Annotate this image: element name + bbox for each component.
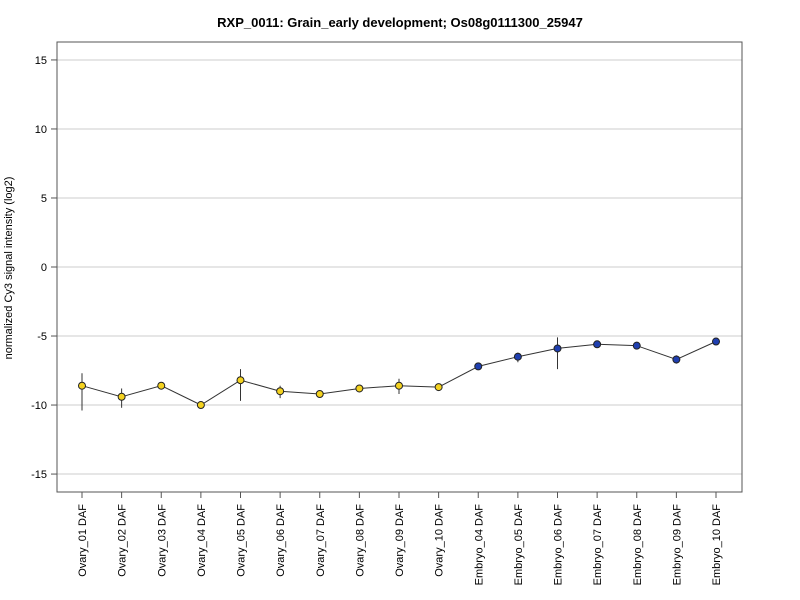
x-tick-label: Ovary_04 DAF (196, 504, 208, 577)
y-tick-label: 5 (41, 193, 47, 205)
x-tick-label: Embryo_07 DAF (592, 504, 604, 586)
chart-title: RXP_0011: Grain_early development; Os08g… (217, 15, 583, 30)
data-point (355, 384, 364, 393)
series-layer (78, 337, 720, 411)
x-tick-label: Ovary_01 DAF (77, 504, 89, 577)
data-point (315, 389, 324, 398)
y-axis-label: normalized Cy3 signal intensity (log2) (3, 177, 15, 360)
y-tick-label: -5 (37, 331, 47, 343)
x-axis: Ovary_01 DAF Ovary_02 DAF Ovary_03 DAF Ovar… (77, 492, 723, 585)
data-point (513, 352, 522, 361)
data-point (117, 392, 126, 401)
y-tick-label: 15 (35, 55, 47, 67)
x-tick-label: Ovary_10 DAF (434, 504, 446, 577)
y-tick-label: 0 (41, 262, 47, 274)
data-point (593, 340, 602, 349)
x-tick-label: Embryo_08 DAF (632, 504, 644, 586)
data-point (157, 381, 166, 390)
x-tick-label: Ovary_06 DAF (275, 504, 287, 577)
data-point (474, 362, 483, 371)
x-tick-label: Ovary_02 DAF (117, 504, 129, 577)
data-point (553, 344, 562, 353)
data-point (78, 381, 86, 390)
data-point (632, 341, 641, 350)
data-point (276, 387, 285, 396)
x-tick-label: Ovary_05 DAF (236, 504, 248, 577)
y-axis: -15 -10 -5 0 5 10 15 (31, 55, 57, 481)
x-tick-label: Embryo_09 DAF (671, 504, 683, 586)
data-point (434, 383, 443, 392)
y-tick-label: -10 (31, 400, 47, 412)
series-line (81, 341, 717, 406)
x-tick-label: Ovary_03 DAF (156, 504, 168, 577)
y-tick-label: -15 (31, 469, 47, 481)
x-tick-label: Ovary_08 DAF (354, 504, 366, 577)
data-point (712, 337, 720, 346)
y-tick-label: 10 (35, 124, 47, 136)
x-tick-label: Embryo_05 DAF (513, 504, 525, 586)
data-point (196, 401, 205, 410)
data-point (236, 376, 245, 385)
grid-layer (57, 59, 742, 475)
data-point (395, 381, 403, 390)
x-tick-label: Embryo_06 DAF (553, 504, 565, 586)
x-tick-label: Embryo_10 DAF (711, 504, 723, 586)
x-tick-label: Embryo_04 DAF (473, 504, 485, 586)
x-tick-label: Ovary_07 DAF (315, 504, 327, 577)
x-tick-label: Ovary_09 DAF (394, 504, 406, 577)
data-point (672, 355, 681, 364)
